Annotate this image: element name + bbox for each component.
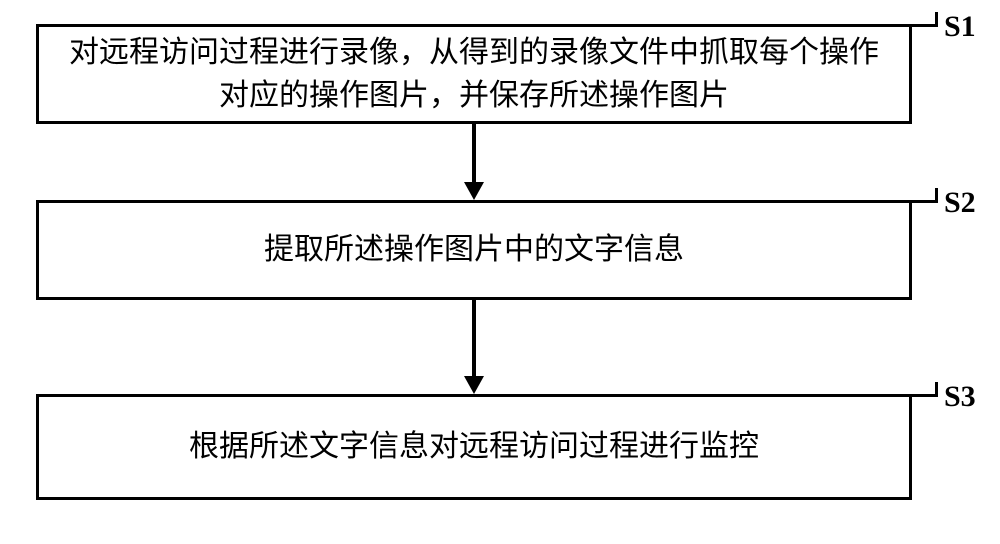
arrow-2-line: [472, 300, 476, 378]
step-text-s1: 对远程访问过程进行录像，从得到的录像文件中抓取每个操作对应的操作图片，并保存所述…: [59, 31, 889, 118]
step-text-s2: 提取所述操作图片中的文字信息: [264, 228, 684, 272]
arrow-1-head: [464, 182, 484, 200]
arrow-2-head: [464, 376, 484, 394]
step-text-s3: 根据所述文字信息对远程访问过程进行监控: [189, 425, 759, 469]
label-tick-s3-v: [935, 382, 938, 397]
step-label-s1: S1: [944, 10, 976, 44]
arrow-1-line: [472, 124, 476, 184]
step-box-s3: 根据所述文字信息对远程访问过程进行监控: [36, 394, 912, 500]
step-box-s2: 提取所述操作图片中的文字信息: [36, 200, 912, 300]
flowchart-canvas: 对远程访问过程进行录像，从得到的录像文件中抓取每个操作对应的操作图片，并保存所述…: [0, 0, 1000, 544]
step-label-s2: S2: [944, 186, 976, 220]
label-tick-s2-v: [935, 188, 938, 203]
step-box-s1: 对远程访问过程进行录像，从得到的录像文件中抓取每个操作对应的操作图片，并保存所述…: [36, 24, 912, 124]
label-tick-s1-v: [935, 12, 938, 27]
step-label-s3: S3: [944, 380, 976, 414]
